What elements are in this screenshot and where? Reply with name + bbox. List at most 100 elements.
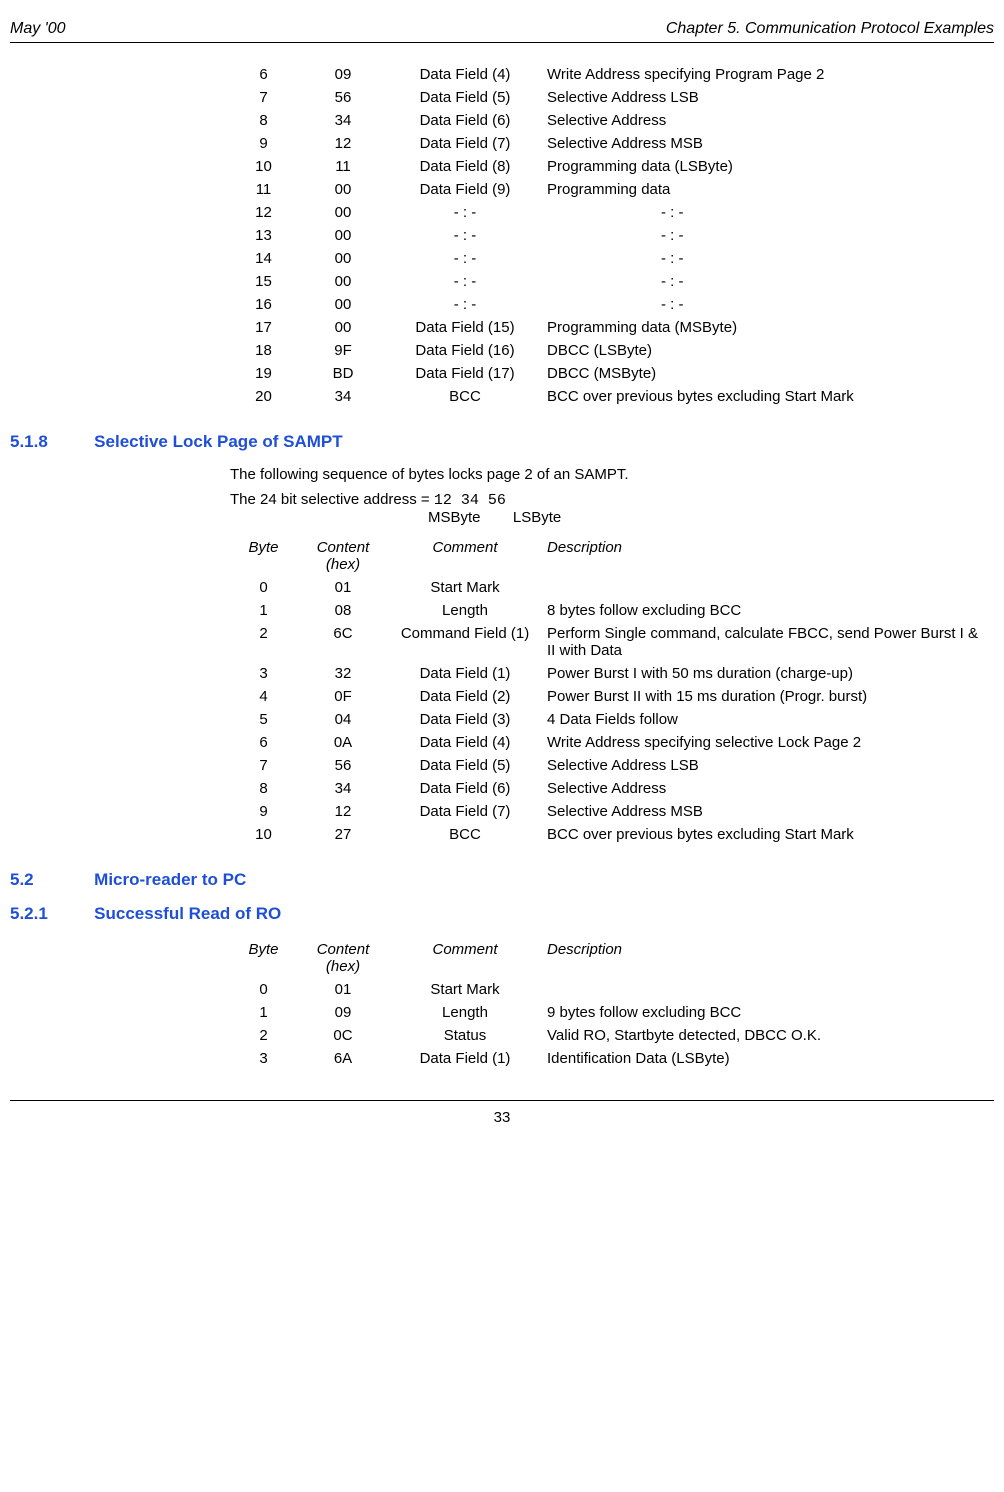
cell-byte: 8 <box>230 777 297 800</box>
table-row: 20CStatusValid RO, Startbyte detected, D… <box>230 1024 994 1047</box>
cell-byte: 3 <box>230 1047 297 1070</box>
cell-byte: 3 <box>230 662 297 685</box>
table-row: 834Data Field (6)Selective Address <box>230 109 994 132</box>
cell-hex: 11 <box>297 155 389 178</box>
cell-comment: - : - <box>389 270 541 293</box>
cell-byte: 6 <box>230 731 297 754</box>
cell-comment: Data Field (6) <box>389 109 541 132</box>
section-number: 5.2 <box>10 870 90 890</box>
cell-hex: 08 <box>297 599 389 622</box>
cell-hex: 27 <box>297 823 389 846</box>
cell-comment: Data Field (5) <box>389 754 541 777</box>
cell-hex: 56 <box>297 754 389 777</box>
table-row: 40FData Field (2)Power Burst II with 15 … <box>230 685 994 708</box>
cell-comment: Data Field (7) <box>389 800 541 823</box>
cell-comment: Data Field (2) <box>389 685 541 708</box>
cell-hex: 0C <box>297 1024 389 1047</box>
cell-desc: Selective Address <box>541 777 994 800</box>
th-byte: Byte <box>230 536 297 576</box>
addr-hex: 12 34 56 <box>434 492 506 509</box>
cell-comment: Data Field (3) <box>389 708 541 731</box>
th-desc: Description <box>541 938 994 978</box>
cell-comment: Command Field (1) <box>389 622 541 662</box>
cell-byte: 15 <box>230 270 297 293</box>
cell-hex: 00 <box>297 224 389 247</box>
cell-byte: 9 <box>230 132 297 155</box>
th-desc: Description <box>541 536 994 576</box>
cell-desc: Programming data (LSByte) <box>541 155 994 178</box>
cell-desc: Selective Address <box>541 109 994 132</box>
section-title: Micro-reader to PC <box>94 870 246 889</box>
cell-desc: BCC over previous bytes excluding Start … <box>541 385 994 408</box>
table-header-row: Byte Content (hex) Comment Description <box>230 938 994 978</box>
table-row: 912Data Field (7)Selective Address MSB <box>230 132 994 155</box>
cell-comment: Status <box>389 1024 541 1047</box>
cell-byte: 2 <box>230 1024 297 1047</box>
table-row: 756Data Field (5)Selective Address LSB <box>230 86 994 109</box>
cell-hex: 56 <box>297 86 389 109</box>
cell-desc: DBCC (MSByte) <box>541 362 994 385</box>
cell-hex: 04 <box>297 708 389 731</box>
cell-hex: 00 <box>297 247 389 270</box>
addr-lsb-label: LSByte <box>513 509 561 526</box>
cell-hex: 32 <box>297 662 389 685</box>
cell-hex: 6C <box>297 622 389 662</box>
cell-byte: 6 <box>230 63 297 86</box>
table-header-row: Byte Content (hex) Comment Description <box>230 536 994 576</box>
cell-byte: 14 <box>230 247 297 270</box>
cell-byte: 13 <box>230 224 297 247</box>
cell-comment: Data Field (5) <box>389 86 541 109</box>
section-number: 5.2.1 <box>10 904 90 924</box>
page-header: May '00 Chapter 5. Communication Protoco… <box>10 20 994 43</box>
table-row: 912Data Field (7)Selective Address MSB <box>230 800 994 823</box>
table-row: 332Data Field (1)Power Burst I with 50 m… <box>230 662 994 685</box>
cell-byte: 7 <box>230 754 297 777</box>
th-content: Content (hex) <box>297 536 389 576</box>
cell-byte: 1 <box>230 1001 297 1024</box>
cell-hex: 34 <box>297 777 389 800</box>
cell-desc: Write Address specifying selective Lock … <box>541 731 994 754</box>
cell-desc <box>541 576 994 599</box>
cell-hex: 34 <box>297 109 389 132</box>
cell-comment: - : - <box>389 224 541 247</box>
cell-byte: 0 <box>230 576 297 599</box>
cell-desc: - : - <box>541 270 994 293</box>
section-518-heading: 5.1.8 Selective Lock Page of SAMPT <box>10 432 994 452</box>
th-byte: Byte <box>230 938 297 978</box>
table-row: 36AData Field (1)Identification Data (LS… <box>230 1047 994 1070</box>
section-52-heading: 5.2 Micro-reader to PC <box>10 870 994 890</box>
cell-desc: 4 Data Fields follow <box>541 708 994 731</box>
addr-byte-labels: MSByte LSByte <box>428 509 994 526</box>
cell-comment: Data Field (1) <box>389 1047 541 1070</box>
cell-desc: BCC over previous bytes excluding Start … <box>541 823 994 846</box>
cell-desc: Power Burst II with 15 ms duration (Prog… <box>541 685 994 708</box>
cell-desc: 8 bytes follow excluding BCC <box>541 599 994 622</box>
cell-comment: BCC <box>389 385 541 408</box>
table-row: 26CCommand Field (1)Perform Single comma… <box>230 622 994 662</box>
page-footer: 33 <box>10 1100 994 1126</box>
table-521: Byte Content (hex) Comment Description 0… <box>230 938 994 1070</box>
cell-byte: 20 <box>230 385 297 408</box>
section-521-heading: 5.2.1 Successful Read of RO <box>10 904 994 924</box>
cell-hex: 00 <box>297 201 389 224</box>
cell-desc: Programming data (MSByte) <box>541 316 994 339</box>
table-row: 1400- : -- : - <box>230 247 994 270</box>
cell-desc: 9 bytes follow excluding BCC <box>541 1001 994 1024</box>
cell-desc: - : - <box>541 247 994 270</box>
table-row: 1027BCCBCC over previous bytes excluding… <box>230 823 994 846</box>
table-row: 108Length8 bytes follow excluding BCC <box>230 599 994 622</box>
cell-hex: 00 <box>297 316 389 339</box>
cell-byte: 10 <box>230 823 297 846</box>
cell-byte: 16 <box>230 293 297 316</box>
table-continuation: 609Data Field (4)Write Address specifyin… <box>230 63 994 408</box>
cell-hex: 01 <box>297 576 389 599</box>
cell-comment: Start Mark <box>389 978 541 1001</box>
cell-desc: Identification Data (LSByte) <box>541 1047 994 1070</box>
cell-byte: 0 <box>230 978 297 1001</box>
cell-desc: Programming data <box>541 178 994 201</box>
cell-comment: Length <box>389 1001 541 1024</box>
cell-comment: - : - <box>389 201 541 224</box>
table-row: 1500- : -- : - <box>230 270 994 293</box>
cell-hex: 01 <box>297 978 389 1001</box>
cell-comment: Data Field (4) <box>389 63 541 86</box>
